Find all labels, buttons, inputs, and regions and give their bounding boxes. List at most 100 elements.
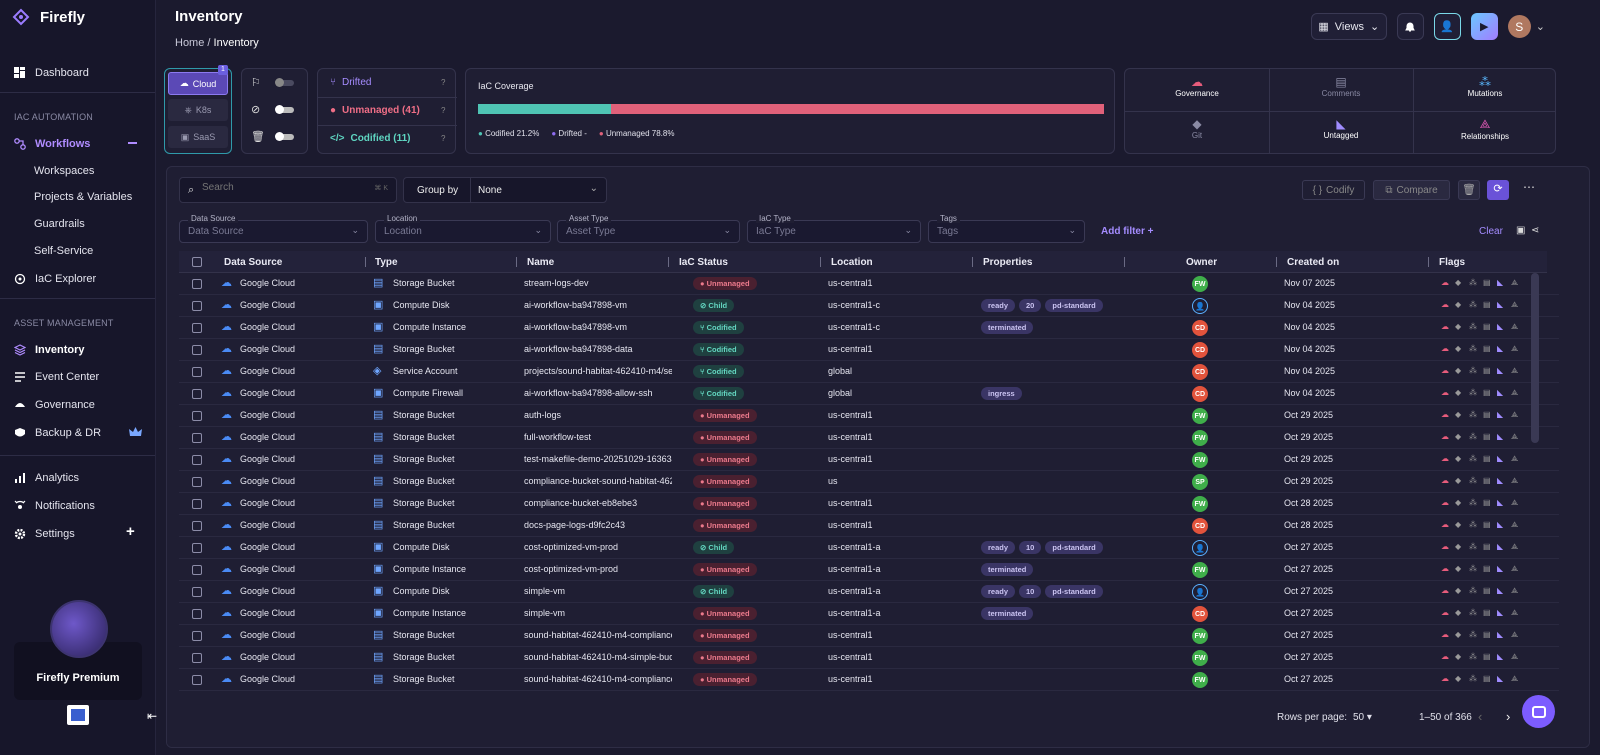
flag-icon[interactable]: ⁂: [1469, 608, 1477, 617]
invite-user-button[interactable]: 👤: [1433, 13, 1461, 40]
col-created-on[interactable]: Created on: [1287, 257, 1340, 268]
table-row[interactable]: ☁ Google Cloud ◈ Service Account projects/so…: [179, 361, 1559, 383]
nav-backup-dr[interactable]: Backup & DR: [13, 426, 101, 439]
notifications-button[interactable]: [1396, 13, 1424, 40]
owner-avatar[interactable]: CD: [1192, 320, 1208, 336]
table-row[interactable]: ☁ Google Cloud ▣ Compute Disk cost-optimized…: [179, 537, 1559, 559]
flag-icon[interactable]: ⁂: [1469, 564, 1477, 573]
provider-k8s[interactable]: ⎈ K8s: [168, 99, 228, 121]
flag-icon[interactable]: ◣: [1497, 542, 1504, 551]
row-name[interactable]: sound-habitat-462410-m4-compliance-: [524, 630, 672, 640]
flag-icon[interactable]: ☁: [1441, 410, 1449, 419]
flag-icon[interactable]: ◣: [1497, 278, 1504, 287]
flag-icon[interactable]: ▤: [1483, 586, 1491, 595]
quick-git[interactable]: ◆ Git: [1125, 117, 1269, 140]
nav-analytics[interactable]: Analytics: [13, 471, 79, 484]
flag-icon[interactable]: ⁂: [1469, 476, 1477, 485]
flag-icon[interactable]: ◆: [1455, 322, 1462, 331]
owner-avatar[interactable]: FW: [1192, 672, 1208, 688]
owner-avatar[interactable]: SP: [1192, 474, 1208, 490]
flag-icon[interactable]: ◆: [1455, 476, 1462, 485]
flag-icon[interactable]: ⁂: [1469, 454, 1477, 463]
add-filter-button[interactable]: Add filter +: [1101, 226, 1154, 237]
owner-user-icon[interactable]: 👤: [1192, 298, 1208, 314]
row-name[interactable]: stream-logs-dev: [524, 278, 589, 288]
flag-icon[interactable]: ▤: [1483, 608, 1491, 617]
flag-icon[interactable]: ⁂: [1469, 498, 1477, 507]
flag-icon[interactable]: ⟁: [1511, 432, 1519, 441]
quick-comments[interactable]: ▤ Comments: [1269, 75, 1413, 98]
flag-icon[interactable]: ⟁: [1511, 388, 1519, 397]
row-checkbox[interactable]: [192, 565, 202, 575]
row-checkbox[interactable]: [192, 675, 202, 685]
flag-icon[interactable]: ☁: [1441, 278, 1449, 287]
flag-icon[interactable]: ◆: [1455, 608, 1462, 617]
search-box[interactable]: ⌕ ⌘ K: [179, 177, 397, 203]
row-name[interactable]: simple-vm: [524, 586, 566, 596]
flag-icon[interactable]: ▤: [1483, 498, 1491, 507]
flag-icon[interactable]: ◆: [1455, 674, 1462, 683]
flag-icon[interactable]: ◣: [1497, 674, 1504, 683]
codify-button[interactable]: { } Codify: [1302, 180, 1365, 200]
flag-icon[interactable]: ◆: [1455, 542, 1462, 551]
row-checkbox[interactable]: [192, 587, 202, 597]
row-checkbox[interactable]: [192, 543, 202, 553]
flag-icon[interactable]: ⟁: [1511, 300, 1519, 309]
next-page-icon[interactable]: ›: [1506, 709, 1511, 724]
flag-icon[interactable]: ⟁: [1511, 630, 1519, 639]
flag-icon[interactable]: ☁: [1441, 630, 1449, 639]
table-row[interactable]: ☁ Google Cloud ▤ Storage Bucket sound-habita…: [179, 625, 1559, 647]
select-all-checkbox[interactable]: [192, 257, 202, 267]
flag-icon[interactable]: ☁: [1441, 564, 1449, 573]
col-properties[interactable]: Properties: [983, 257, 1033, 268]
flag-icon[interactable]: ☁: [1441, 520, 1449, 529]
flag-icon[interactable]: ☁: [1441, 454, 1449, 463]
flag-icon[interactable]: ⁂: [1469, 410, 1477, 419]
row-name[interactable]: auth-logs: [524, 410, 562, 420]
flag-icon[interactable]: ⟁: [1511, 278, 1519, 287]
flag-icon[interactable]: ⁂: [1469, 674, 1477, 683]
flag-icon[interactable]: ⁂: [1469, 344, 1477, 353]
owner-avatar[interactable]: CD: [1192, 364, 1208, 380]
flag-icon[interactable]: ⁂: [1469, 388, 1477, 397]
flag-icon[interactable]: ☁: [1441, 542, 1449, 551]
flag-icon[interactable]: ◆: [1455, 300, 1462, 309]
flag-icon[interactable]: ◣: [1497, 454, 1504, 463]
flag-icon[interactable]: ⁂: [1469, 300, 1477, 309]
row-name[interactable]: simple-vm: [524, 608, 566, 618]
flag-icon[interactable]: ⁂: [1469, 278, 1477, 287]
flag-icon[interactable]: ▤: [1483, 630, 1491, 639]
coverage-bar[interactable]: [478, 104, 1104, 114]
table-row[interactable]: ☁ Google Cloud ▤ Storage Bucket docs-page-lo…: [179, 515, 1559, 537]
table-row[interactable]: ☁ Google Cloud ▣ Compute Instance simple-vm ●…: [179, 603, 1559, 625]
flag-icon[interactable]: ☁: [1441, 498, 1449, 507]
col-resize-handle[interactable]: [1124, 257, 1125, 267]
flag-icon[interactable]: ☁: [1441, 432, 1449, 441]
col-type[interactable]: Type: [375, 257, 398, 268]
flag-icon[interactable]: ⁂: [1469, 520, 1477, 529]
row-name[interactable]: full-workflow-test: [524, 432, 592, 442]
table-row[interactable]: ☁ Google Cloud ▤ Storage Bucket auth-logs ● U…: [179, 405, 1559, 427]
quick-relationships[interactable]: ⟁ Relationships: [1413, 117, 1557, 141]
flag-icon[interactable]: ☁: [1441, 322, 1449, 331]
table-row[interactable]: ☁ Google Cloud ▣ Compute Disk ai-workflow-ba…: [179, 295, 1559, 317]
flag-icon[interactable]: ☁: [1441, 366, 1449, 375]
row-name[interactable]: compliance-bucket-sound-habitat-4624: [524, 476, 672, 486]
row-checkbox[interactable]: [192, 301, 202, 311]
flag-icon[interactable]: ◆: [1455, 520, 1462, 529]
row-name[interactable]: ai-workflow-ba947898-vm: [524, 322, 628, 332]
flag-icon[interactable]: ◣: [1497, 300, 1504, 309]
owner-avatar[interactable]: FW: [1192, 496, 1208, 512]
col-resize-handle[interactable]: [668, 257, 669, 267]
row-checkbox[interactable]: [192, 455, 202, 465]
table-row[interactable]: ☁ Google Cloud ▤ Storage Bucket compliance-b…: [179, 471, 1559, 493]
flag-icon[interactable]: ☁: [1441, 608, 1449, 617]
col-resize-handle[interactable]: [972, 257, 973, 267]
owner-avatar[interactable]: FW: [1192, 650, 1208, 666]
flag-icon[interactable]: ◣: [1497, 410, 1504, 419]
flag-icon[interactable]: ⁂: [1469, 542, 1477, 551]
share-icon[interactable]: ⋖: [1531, 225, 1540, 236]
row-name[interactable]: ai-workflow-ba947898-data: [524, 344, 633, 354]
owner-user-icon[interactable]: 👤: [1192, 584, 1208, 600]
flag-icon[interactable]: ◆: [1455, 586, 1462, 595]
